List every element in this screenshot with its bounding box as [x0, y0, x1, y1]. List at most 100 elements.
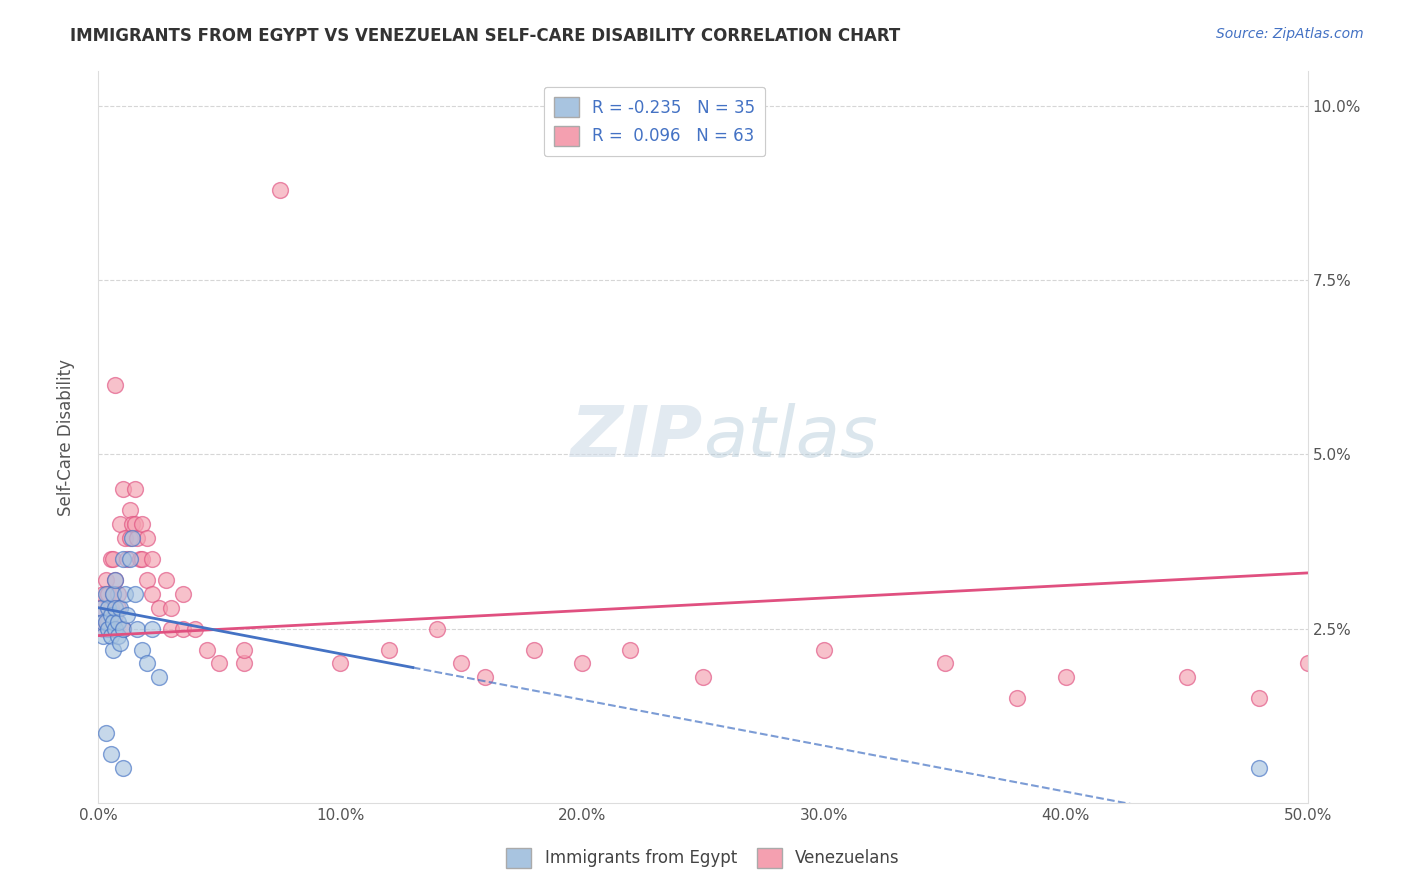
- Point: [160, 600, 183, 615]
- Point: [155, 573, 177, 587]
- Point: [101, 615, 124, 629]
- Point: [128, 552, 150, 566]
- Point: [148, 670, 170, 684]
- Point: [94, 726, 117, 740]
- Legend: Immigrants from Egypt, Venezuelans: Immigrants from Egypt, Venezuelans: [499, 841, 907, 875]
- Point: [101, 587, 124, 601]
- Text: IMMIGRANTS FROM EGYPT VS VENEZUELAN SELF-CARE DISABILITY CORRELATION CHART: IMMIGRANTS FROM EGYPT VS VENEZUELAN SELF…: [70, 27, 901, 45]
- Point: [104, 600, 127, 615]
- Point: [148, 600, 170, 615]
- Point: [124, 587, 146, 601]
- Point: [101, 587, 124, 601]
- Point: [108, 600, 131, 615]
- Point: [127, 622, 149, 636]
- Point: [571, 657, 593, 671]
- Point: [94, 573, 117, 587]
- Point: [104, 573, 127, 587]
- Point: [91, 622, 114, 636]
- Point: [117, 607, 139, 622]
- Point: [131, 517, 153, 532]
- Point: [195, 642, 218, 657]
- Point: [118, 552, 141, 566]
- Point: [131, 552, 153, 566]
- Point: [104, 573, 127, 587]
- Point: [107, 587, 129, 601]
- Point: [100, 607, 122, 622]
- Point: [91, 629, 114, 643]
- Point: [97, 600, 120, 615]
- Point: [692, 670, 714, 684]
- Point: [107, 615, 129, 629]
- Text: ZIP: ZIP: [571, 402, 703, 472]
- Point: [426, 622, 449, 636]
- Point: [377, 642, 399, 657]
- Point: [1175, 670, 1198, 684]
- Point: [100, 552, 122, 566]
- Point: [118, 531, 141, 545]
- Point: [141, 587, 163, 601]
- Point: [172, 587, 194, 601]
- Point: [107, 629, 129, 643]
- Point: [1249, 761, 1271, 775]
- Legend: R = -0.235   N = 35, R =  0.096   N = 63: R = -0.235 N = 35, R = 0.096 N = 63: [544, 87, 765, 156]
- Point: [184, 622, 207, 636]
- Point: [100, 622, 122, 636]
- Point: [135, 531, 157, 545]
- Point: [160, 622, 183, 636]
- Point: [118, 503, 141, 517]
- Point: [1007, 691, 1029, 706]
- Point: [91, 615, 114, 629]
- Point: [111, 622, 134, 636]
- Text: atlas: atlas: [703, 402, 877, 472]
- Point: [101, 642, 124, 657]
- Point: [619, 642, 641, 657]
- Point: [1249, 691, 1271, 706]
- Point: [135, 573, 157, 587]
- Point: [172, 622, 194, 636]
- Point: [94, 615, 117, 629]
- Point: [269, 183, 291, 197]
- Point: [91, 587, 114, 601]
- Point: [97, 615, 120, 629]
- Point: [141, 552, 163, 566]
- Point: [121, 517, 143, 532]
- Point: [474, 670, 496, 684]
- Point: [104, 607, 127, 622]
- Point: [100, 629, 122, 643]
- Point: [101, 552, 124, 566]
- Point: [523, 642, 546, 657]
- Point: [127, 531, 149, 545]
- Point: [104, 377, 127, 392]
- Point: [97, 587, 120, 601]
- Point: [329, 657, 352, 671]
- Point: [1296, 657, 1319, 671]
- Point: [934, 657, 956, 671]
- Point: [124, 517, 146, 532]
- Point: [117, 552, 139, 566]
- Point: [108, 517, 131, 532]
- Point: [114, 587, 136, 601]
- Point: [94, 615, 117, 629]
- Point: [100, 747, 122, 761]
- Point: [100, 600, 122, 615]
- Point: [131, 642, 153, 657]
- Point: [141, 622, 163, 636]
- Point: [90, 600, 112, 615]
- Point: [94, 587, 117, 601]
- Point: [232, 657, 254, 671]
- Point: [208, 657, 231, 671]
- Point: [114, 531, 136, 545]
- Text: Source: ZipAtlas.com: Source: ZipAtlas.com: [1216, 27, 1364, 41]
- Point: [111, 483, 134, 497]
- Point: [108, 635, 131, 649]
- Point: [135, 657, 157, 671]
- Point: [111, 622, 134, 636]
- Point: [121, 531, 143, 545]
- Point: [124, 483, 146, 497]
- Point: [104, 622, 127, 636]
- Y-axis label: Self-Care Disability: Self-Care Disability: [56, 359, 75, 516]
- Point: [111, 552, 134, 566]
- Point: [111, 761, 134, 775]
- Point: [813, 642, 835, 657]
- Point: [90, 600, 112, 615]
